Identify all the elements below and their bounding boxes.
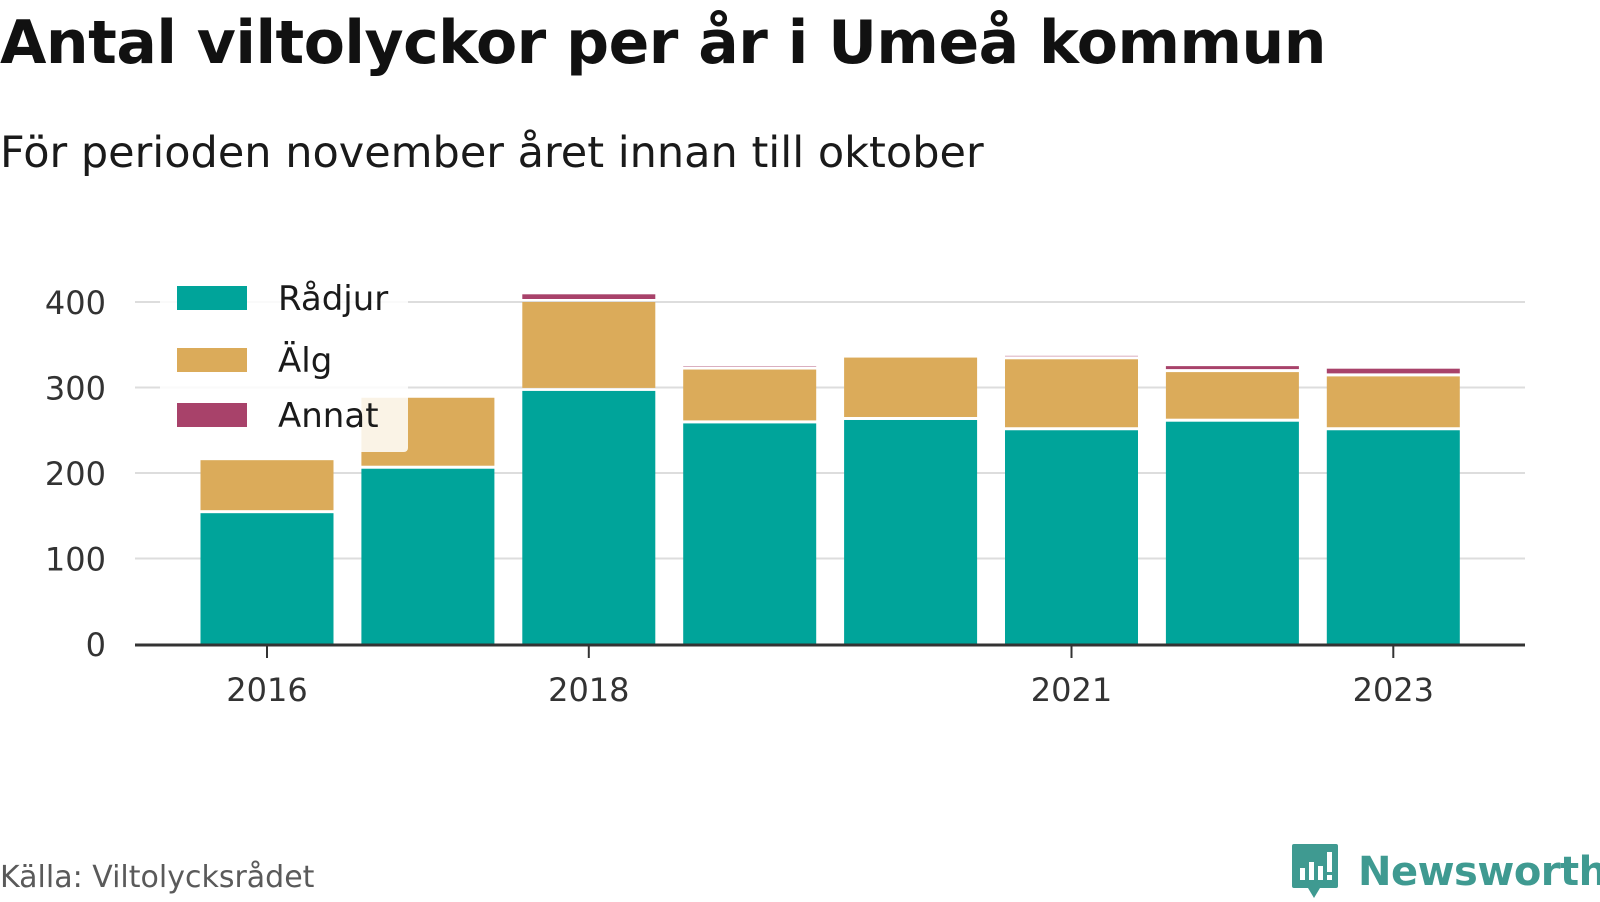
- x-axis-ticks: 2016 2018 2021 2023: [226, 646, 1434, 709]
- brand-logo: Newsworthy: [1290, 842, 1600, 902]
- brand-name: Newsworthy: [1358, 849, 1600, 895]
- bar-rådjur-2022: [1166, 422, 1299, 644]
- bar-rådjur-2017: [361, 469, 494, 644]
- bar-älg-2022: [1166, 372, 1299, 419]
- x-tick-label: 2018: [548, 671, 629, 709]
- bar-rådjur-2016: [201, 513, 334, 644]
- newsworthy-logo-icon: [1290, 842, 1340, 902]
- y-tick-label: 400: [45, 284, 106, 322]
- bar-rådjur-2019: [683, 423, 816, 644]
- legend-label-annat: Annat: [278, 396, 379, 436]
- x-tick-label: 2016: [226, 671, 307, 709]
- bar-rådjur-2018: [522, 391, 655, 644]
- bar-rådjur-2023: [1327, 430, 1460, 644]
- bar-annat-2023: [1327, 369, 1460, 374]
- y-axis-ticks: 0 100 200 300 400: [45, 284, 106, 664]
- bar-annat-2022: [1166, 366, 1299, 369]
- bar-älg-2019: [683, 370, 816, 421]
- y-tick-label: 200: [45, 455, 106, 493]
- y-tick-label: 300: [45, 370, 106, 408]
- y-tick-label: 0: [86, 626, 106, 664]
- bar-älg-2021: [1005, 359, 1138, 427]
- legend-swatch-rådjur: [177, 286, 247, 310]
- x-tick-label: 2023: [1353, 671, 1434, 709]
- legend-swatch-älg: [177, 348, 247, 372]
- legend-label-rådjur: Rådjur: [278, 279, 388, 319]
- legend-label-älg: Älg: [278, 341, 332, 381]
- legend: Rådjur Älg Annat: [160, 268, 408, 452]
- bar-älg-2020: [844, 358, 977, 417]
- legend-swatch-annat: [177, 403, 247, 427]
- bar-rådjur-2020: [844, 420, 977, 644]
- x-tick-label: 2021: [1031, 671, 1112, 709]
- bar-älg-2018: [522, 302, 655, 388]
- bar-annat-2018: [522, 294, 655, 299]
- bar-rådjur-2021: [1005, 430, 1138, 644]
- bar-älg-2016: [201, 460, 334, 510]
- source-note: Källa: Viltolycksrådet: [0, 860, 314, 895]
- y-tick-label: 100: [45, 541, 106, 579]
- bar-älg-2023: [1327, 376, 1460, 427]
